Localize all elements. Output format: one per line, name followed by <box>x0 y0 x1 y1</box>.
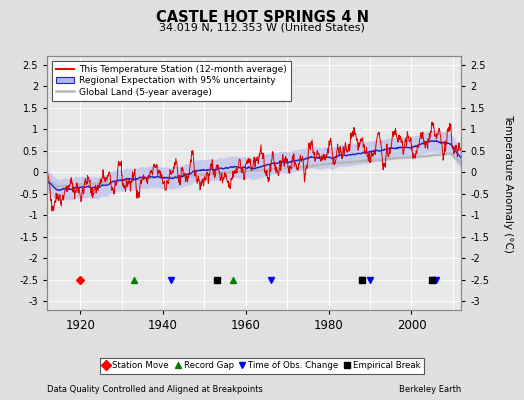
Text: CASTLE HOT SPRINGS 4 N: CASTLE HOT SPRINGS 4 N <box>156 10 368 25</box>
Legend: This Temperature Station (12-month average), Regional Expectation with 95% uncer: This Temperature Station (12-month avera… <box>52 60 291 101</box>
Text: Berkeley Earth: Berkeley Earth <box>399 385 461 394</box>
Legend: Station Move, Record Gap, Time of Obs. Change, Empirical Break: Station Move, Record Gap, Time of Obs. C… <box>100 358 424 374</box>
Y-axis label: Temperature Anomaly (°C): Temperature Anomaly (°C) <box>503 114 513 252</box>
Text: Data Quality Controlled and Aligned at Breakpoints: Data Quality Controlled and Aligned at B… <box>47 385 263 394</box>
Text: 34.019 N, 112.353 W (United States): 34.019 N, 112.353 W (United States) <box>159 22 365 32</box>
